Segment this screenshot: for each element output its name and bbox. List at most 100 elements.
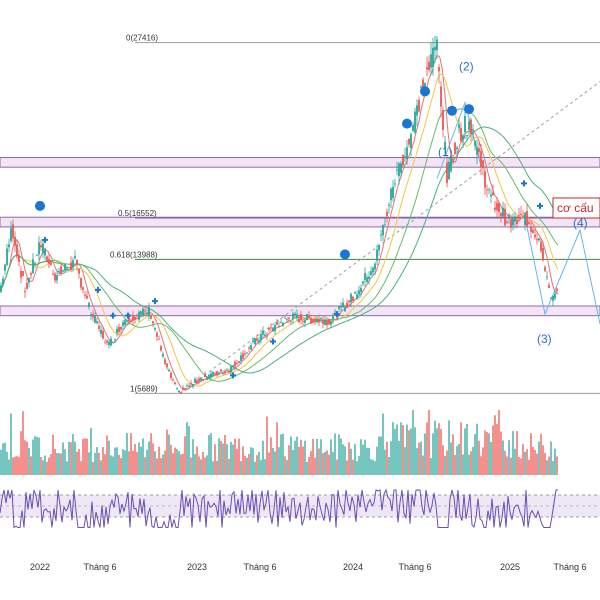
volume-bar <box>82 438 84 475</box>
candle <box>270 323 272 331</box>
candle <box>480 143 482 176</box>
volume-bar <box>360 439 362 475</box>
candle <box>512 213 514 231</box>
candle <box>116 325 118 337</box>
volume-bar <box>446 450 448 475</box>
volume-bar <box>260 460 262 475</box>
volume-bar <box>556 456 558 475</box>
candle <box>482 160 484 176</box>
volume-bar <box>248 453 250 475</box>
candle <box>326 316 328 329</box>
volume-bar <box>74 441 76 475</box>
dividend-badge[interactable] <box>447 105 457 116</box>
volume-bar <box>40 457 42 475</box>
volume-bar <box>238 438 240 475</box>
candle <box>526 204 528 228</box>
candle <box>20 266 22 284</box>
candle <box>484 167 486 195</box>
wave-label: (1) <box>438 145 453 159</box>
volume-bar <box>286 459 288 475</box>
volume-bar <box>100 460 102 475</box>
volume-bar <box>478 440 480 475</box>
volume-bar <box>6 451 8 475</box>
volume-bar <box>204 457 206 475</box>
dividend-badge[interactable] <box>340 249 350 260</box>
volume-bar <box>48 457 50 475</box>
candle <box>56 269 58 284</box>
volume-bar <box>42 460 44 475</box>
candle <box>374 261 376 276</box>
candle <box>258 336 260 345</box>
volume-bar <box>402 425 404 475</box>
candle <box>440 80 442 118</box>
volume-bar <box>298 446 300 475</box>
candle <box>434 35 436 64</box>
volume-bar <box>422 455 424 475</box>
signal-marker <box>42 236 48 243</box>
candle <box>78 268 80 279</box>
volume-bar <box>498 410 500 475</box>
volume-bar <box>554 448 556 475</box>
volume-bar <box>372 459 374 475</box>
candle <box>556 287 558 293</box>
candle <box>446 155 448 188</box>
volume-bar <box>290 436 292 475</box>
volume-bar <box>222 443 224 475</box>
dividend-badge[interactable] <box>35 200 45 211</box>
volume-bar <box>150 433 152 475</box>
volume-bar <box>56 453 58 475</box>
candlesticks <box>0 35 558 395</box>
volume-bar <box>380 436 382 475</box>
candle <box>34 261 36 269</box>
candle <box>518 207 520 222</box>
candle <box>380 229 382 242</box>
volume-bar <box>486 432 488 475</box>
candle <box>2 275 4 286</box>
dividend-badge[interactable] <box>420 86 430 97</box>
volume-bar <box>134 444 136 475</box>
annotation-box[interactable]: cơ cấu <box>552 197 600 219</box>
candle <box>420 84 422 89</box>
volume-bar <box>312 438 314 475</box>
dividend-badge[interactable] <box>464 104 474 115</box>
candle <box>36 254 38 257</box>
candle <box>84 291 86 299</box>
candle <box>250 342 252 351</box>
candle <box>492 184 494 196</box>
volume-bar <box>268 452 270 475</box>
volume-bar <box>200 459 202 475</box>
candle <box>102 326 104 340</box>
candle <box>58 267 60 277</box>
candle <box>104 339 106 344</box>
candle <box>498 201 500 218</box>
fibonacci-levels: 0(27416) 0.5(16552) 0.618(13988) 1(5689) <box>110 34 600 394</box>
volume-bar <box>104 454 106 475</box>
volume-bar <box>310 451 312 475</box>
volume-bar <box>224 435 226 475</box>
volume-bar <box>454 455 456 475</box>
dividend-badge[interactable] <box>402 118 412 129</box>
volume-bar <box>168 434 170 475</box>
volume-bar <box>276 422 278 475</box>
volume-bar <box>24 440 26 475</box>
volume-bar <box>526 449 528 475</box>
volume-bar <box>250 447 252 475</box>
x-tick-label: Tháng 6 <box>83 562 116 572</box>
volume-bar <box>532 446 534 475</box>
candle <box>178 390 180 393</box>
volume-bar <box>126 433 128 475</box>
candle <box>130 318 132 323</box>
candle <box>222 370 224 375</box>
candle <box>510 214 512 233</box>
candle <box>68 269 70 272</box>
volume-bar <box>208 435 210 475</box>
volume-bar <box>62 442 64 475</box>
candle <box>540 237 542 254</box>
volume-bar <box>258 451 260 475</box>
volume-bar <box>50 454 52 475</box>
rsi-pane <box>0 488 600 529</box>
candle <box>332 312 334 324</box>
volume-bar <box>392 422 394 475</box>
volume-bar <box>160 458 162 475</box>
